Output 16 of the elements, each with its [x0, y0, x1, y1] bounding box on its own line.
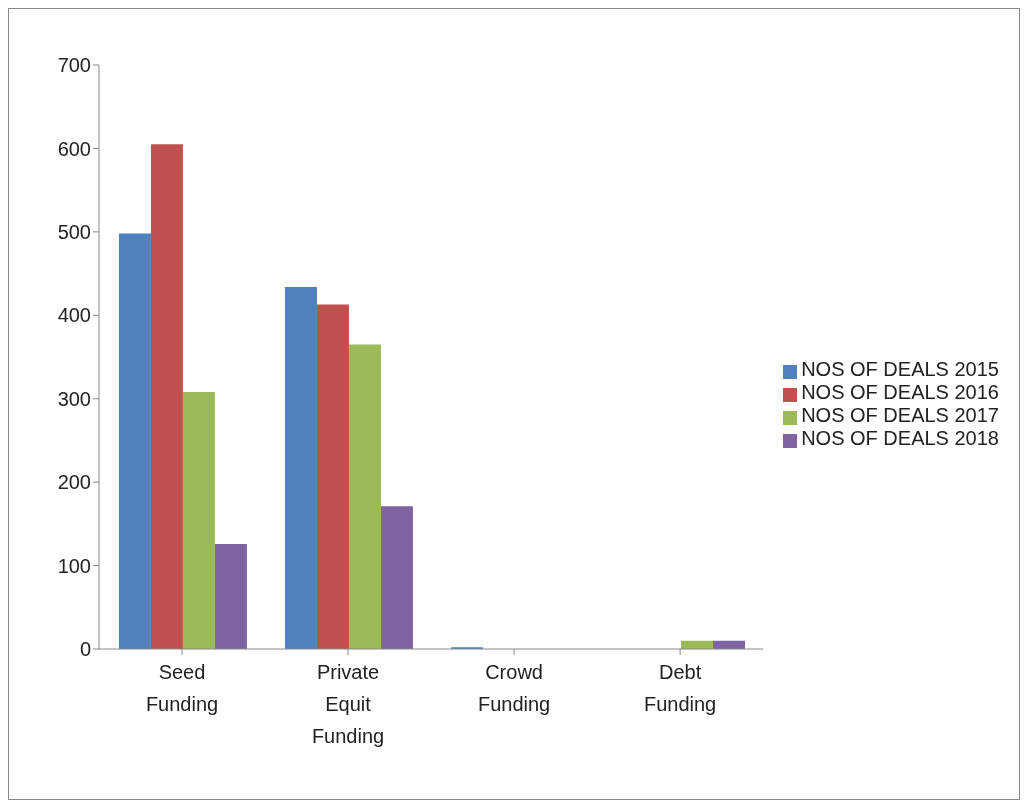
- y-tick-label: 500: [57, 220, 91, 243]
- legend-label: NOS OF DEALS 2016: [801, 381, 999, 403]
- legend-label: NOS OF DEALS 2015: [801, 358, 999, 380]
- x-tick-label: Crowd Funding: [477, 661, 551, 715]
- x-tick-label: Private Equit Funding: [311, 661, 385, 747]
- y-tick-label: 300: [57, 387, 91, 410]
- y-tick-label: 400: [57, 304, 91, 327]
- y-tick-label: 700: [57, 54, 91, 77]
- y-tick-label: 600: [57, 137, 91, 160]
- x-tick-label: Debt Funding: [643, 661, 717, 715]
- x-tick-label: Seed Funding: [145, 661, 219, 715]
- y-tick-label: 100: [57, 554, 91, 577]
- y-tick-label: 200: [57, 471, 91, 494]
- legend-label: NOS OF DEALS 2018: [801, 427, 999, 449]
- legend-label: NOS OF DEALS 2017: [801, 404, 999, 426]
- y-tick-label: 0: [79, 638, 91, 661]
